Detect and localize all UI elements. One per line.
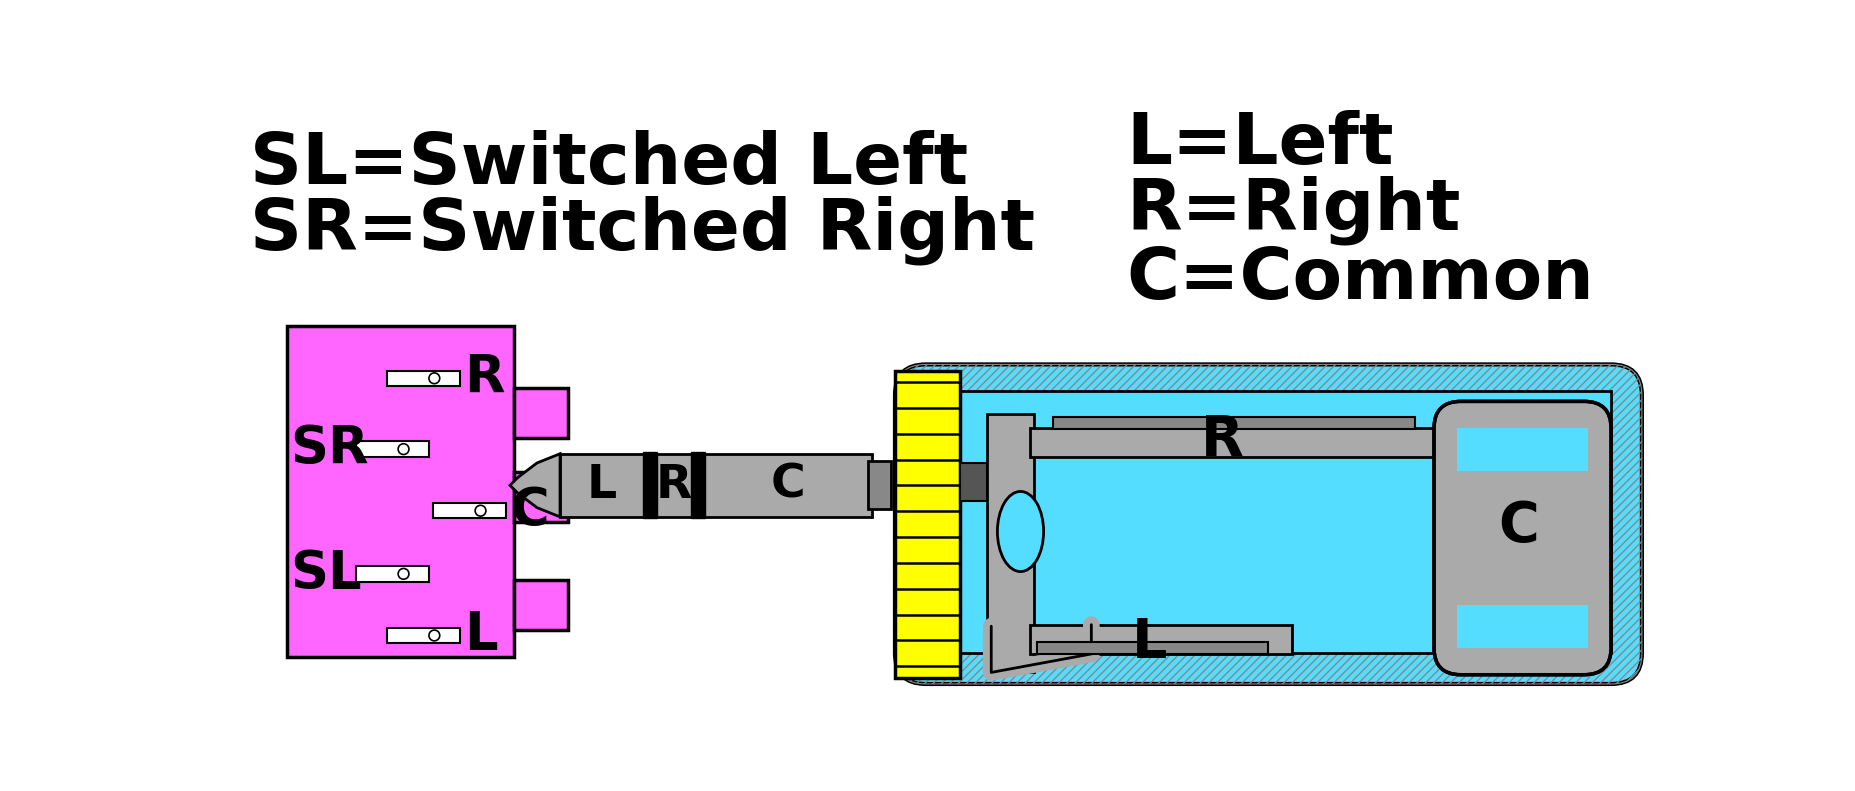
Text: L=Left: L=Left <box>1126 110 1393 180</box>
Ellipse shape <box>996 491 1043 572</box>
Bar <box>514 472 568 522</box>
Bar <box>514 580 568 630</box>
Text: C: C <box>770 463 805 508</box>
Bar <box>1456 429 1588 471</box>
Bar <box>894 370 959 678</box>
Bar <box>514 388 568 437</box>
Text: L: L <box>586 463 616 508</box>
Bar <box>356 566 429 581</box>
Bar <box>1030 428 1438 457</box>
Bar <box>987 414 1033 672</box>
Circle shape <box>399 444 408 455</box>
Text: R=Right: R=Right <box>1126 176 1460 245</box>
Bar <box>1037 642 1267 654</box>
Bar <box>1052 417 1414 429</box>
Text: SR: SR <box>291 423 369 475</box>
Text: SR=Switched Right: SR=Switched Right <box>250 195 1035 264</box>
Bar <box>386 628 460 643</box>
Text: C: C <box>510 485 549 537</box>
Bar <box>356 441 429 457</box>
Circle shape <box>429 373 440 384</box>
Text: L: L <box>1132 616 1167 670</box>
Bar <box>432 503 506 518</box>
Bar <box>959 463 987 501</box>
Text: L: L <box>464 609 497 661</box>
Bar <box>386 370 460 386</box>
Text: R: R <box>1200 413 1243 467</box>
FancyBboxPatch shape <box>894 365 1642 684</box>
Bar <box>286 326 514 657</box>
Circle shape <box>429 630 440 641</box>
Text: C: C <box>1497 499 1538 553</box>
Polygon shape <box>510 454 560 517</box>
Text: R: R <box>655 463 692 508</box>
Circle shape <box>475 505 486 516</box>
Bar <box>560 454 872 517</box>
Bar <box>952 392 1610 653</box>
Text: SL: SL <box>291 548 362 600</box>
Bar <box>690 452 705 518</box>
FancyBboxPatch shape <box>1434 401 1610 675</box>
Bar <box>1030 625 1291 654</box>
Bar <box>644 452 657 518</box>
Bar <box>1456 605 1588 648</box>
Text: R: R <box>464 352 505 404</box>
Circle shape <box>399 569 408 579</box>
Text: SL=Switched Left: SL=Switched Left <box>250 130 968 199</box>
Bar <box>868 461 890 509</box>
Text: C=Common: C=Common <box>1126 245 1593 314</box>
